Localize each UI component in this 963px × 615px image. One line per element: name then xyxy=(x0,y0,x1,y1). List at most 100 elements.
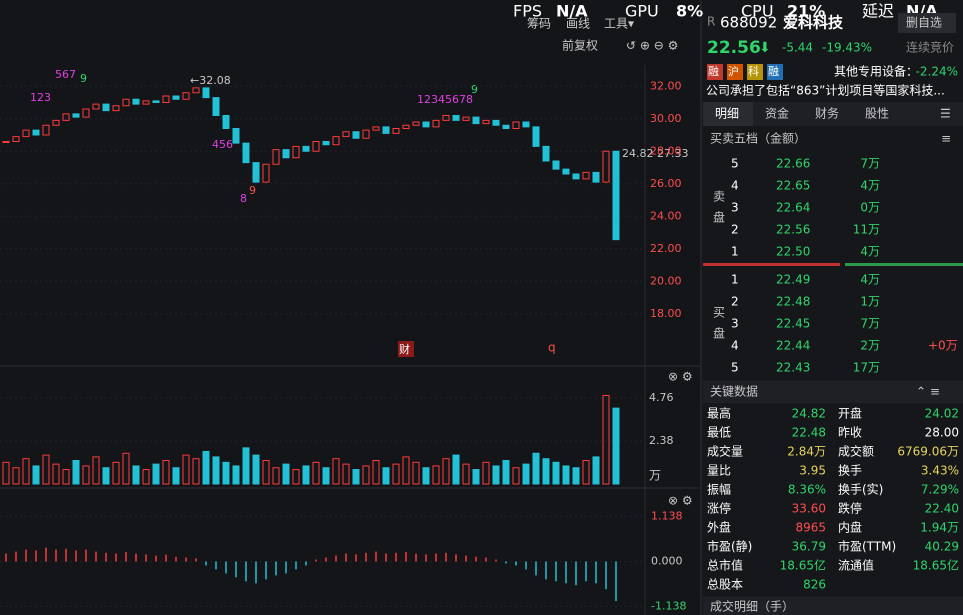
icons[interactable]: ↺ ⊕ ⊖ ⚙ xyxy=(626,39,678,53)
panel-icons[interactable]: ⊗ ⚙ xyxy=(668,370,693,384)
event-badge[interactable] xyxy=(398,341,414,357)
book-price: 22.64 xyxy=(776,201,810,215)
book-price: 22.49 xyxy=(776,273,810,287)
volume-bar xyxy=(42,454,50,485)
code: 688092 xyxy=(720,14,777,32)
key-label: 成交额 xyxy=(838,444,874,459)
footer: 成交明细（手） xyxy=(710,599,794,614)
y-tick-label: 0.000 xyxy=(651,555,683,568)
volume-bar xyxy=(72,460,80,485)
panel-icons[interactable]: ⊗ ⚙ xyxy=(668,494,693,508)
tab[interactable]: 资金 xyxy=(765,106,789,121)
tab[interactable]: 明细 xyxy=(715,107,739,121)
key-label: 量比 xyxy=(707,464,731,478)
section-icons[interactable]: ⌃ ≡ xyxy=(916,385,940,399)
candle xyxy=(282,149,290,159)
candle xyxy=(572,173,580,180)
y-tick-label: 20.00 xyxy=(650,274,682,287)
key-label: 昨收 xyxy=(838,426,862,440)
chart-area xyxy=(0,0,700,615)
sector[interactable]: 其他专用设备： xyxy=(834,64,918,79)
volume-bar xyxy=(362,465,370,485)
volume-bar xyxy=(312,461,320,485)
high-note: ←32.08 xyxy=(190,74,231,87)
tab[interactable]: 股性 xyxy=(865,107,889,121)
y-tick-label: 18.00 xyxy=(650,307,682,320)
candle xyxy=(362,129,370,139)
volume-bar xyxy=(52,463,60,485)
book-amount: 17万 xyxy=(853,361,880,375)
volume-bar xyxy=(572,467,580,485)
candle xyxy=(592,171,600,183)
bid-label: 盘 xyxy=(713,326,725,341)
volume-bar xyxy=(392,463,400,485)
key-label: 市盈(TTM) xyxy=(838,539,896,554)
y-tick-label: 32.00 xyxy=(650,79,682,92)
volume-bar xyxy=(102,467,110,485)
volume-bar xyxy=(462,463,470,485)
candle xyxy=(512,121,520,129)
watch-button[interactable] xyxy=(898,13,956,33)
level: 2 xyxy=(731,223,739,237)
candle xyxy=(72,113,80,118)
volume-bar xyxy=(412,461,420,485)
candle xyxy=(322,141,330,146)
event[interactable]: q xyxy=(548,341,556,355)
td-label: 123 xyxy=(30,91,51,104)
candle xyxy=(172,95,180,100)
adjust[interactable]: 前复权 xyxy=(562,38,598,53)
tool[interactable]: 画线 xyxy=(566,17,590,31)
volume-bar xyxy=(82,465,90,485)
volume-bar xyxy=(32,465,40,485)
candle xyxy=(382,126,390,134)
watch[interactable]: 删自选 xyxy=(906,16,942,30)
volume-bar xyxy=(292,469,300,485)
candle xyxy=(462,116,470,121)
latency-label: 延迟 xyxy=(862,2,894,21)
volume-bar xyxy=(332,458,340,485)
book-price: 22.45 xyxy=(776,317,810,331)
cpu-label: CPU xyxy=(741,2,774,21)
tool[interactable]: 筹码 xyxy=(527,17,551,31)
level: 1 xyxy=(731,245,739,259)
td-label: 12345678 xyxy=(417,93,473,106)
menu-icon[interactable]: ≡ xyxy=(941,132,951,146)
event[interactable]: 财 xyxy=(399,342,410,356)
key-label: 总市值 xyxy=(707,558,743,573)
book-split xyxy=(845,263,963,266)
volume-bar xyxy=(442,458,450,485)
volume-bar xyxy=(352,469,360,485)
key-value: 7.29% xyxy=(921,483,959,497)
td-label: 9 xyxy=(80,72,87,85)
tag-badge xyxy=(707,64,723,80)
volume-bar xyxy=(2,461,10,485)
tool[interactable]: 工具▾ xyxy=(604,17,634,31)
candle xyxy=(152,100,160,103)
perf-overlay: FPS N/A GPU 8% CPU 21% 延迟 N/A xyxy=(513,2,938,21)
key-label: 最低 xyxy=(707,426,731,440)
sector-pct: -2.24% xyxy=(916,65,958,79)
candle xyxy=(112,105,120,112)
arrow: ⬇ xyxy=(759,40,771,56)
volume-bar xyxy=(492,465,500,485)
candle xyxy=(132,98,140,105)
candle xyxy=(22,129,30,138)
candle xyxy=(582,171,590,180)
key-value: 22.40 xyxy=(925,502,959,516)
volume-bar xyxy=(202,450,210,485)
candle xyxy=(292,145,300,159)
key-label: 外盘 xyxy=(707,520,731,535)
candle xyxy=(452,115,460,121)
volume-bar xyxy=(542,458,550,485)
td-label: 567 xyxy=(55,68,76,81)
level: 1 xyxy=(731,273,739,287)
y-tick-label: 30.00 xyxy=(650,112,682,125)
book-amount: 0万 xyxy=(860,201,880,215)
key-label: 振幅 xyxy=(707,482,731,497)
book-amount: 11万 xyxy=(853,223,880,237)
level: 4 xyxy=(731,179,739,193)
key-value: 24.82 xyxy=(792,407,826,421)
candle xyxy=(482,119,490,125)
tab-icon[interactable]: ☰ xyxy=(940,107,951,121)
tab[interactable]: 财务 xyxy=(815,106,839,121)
